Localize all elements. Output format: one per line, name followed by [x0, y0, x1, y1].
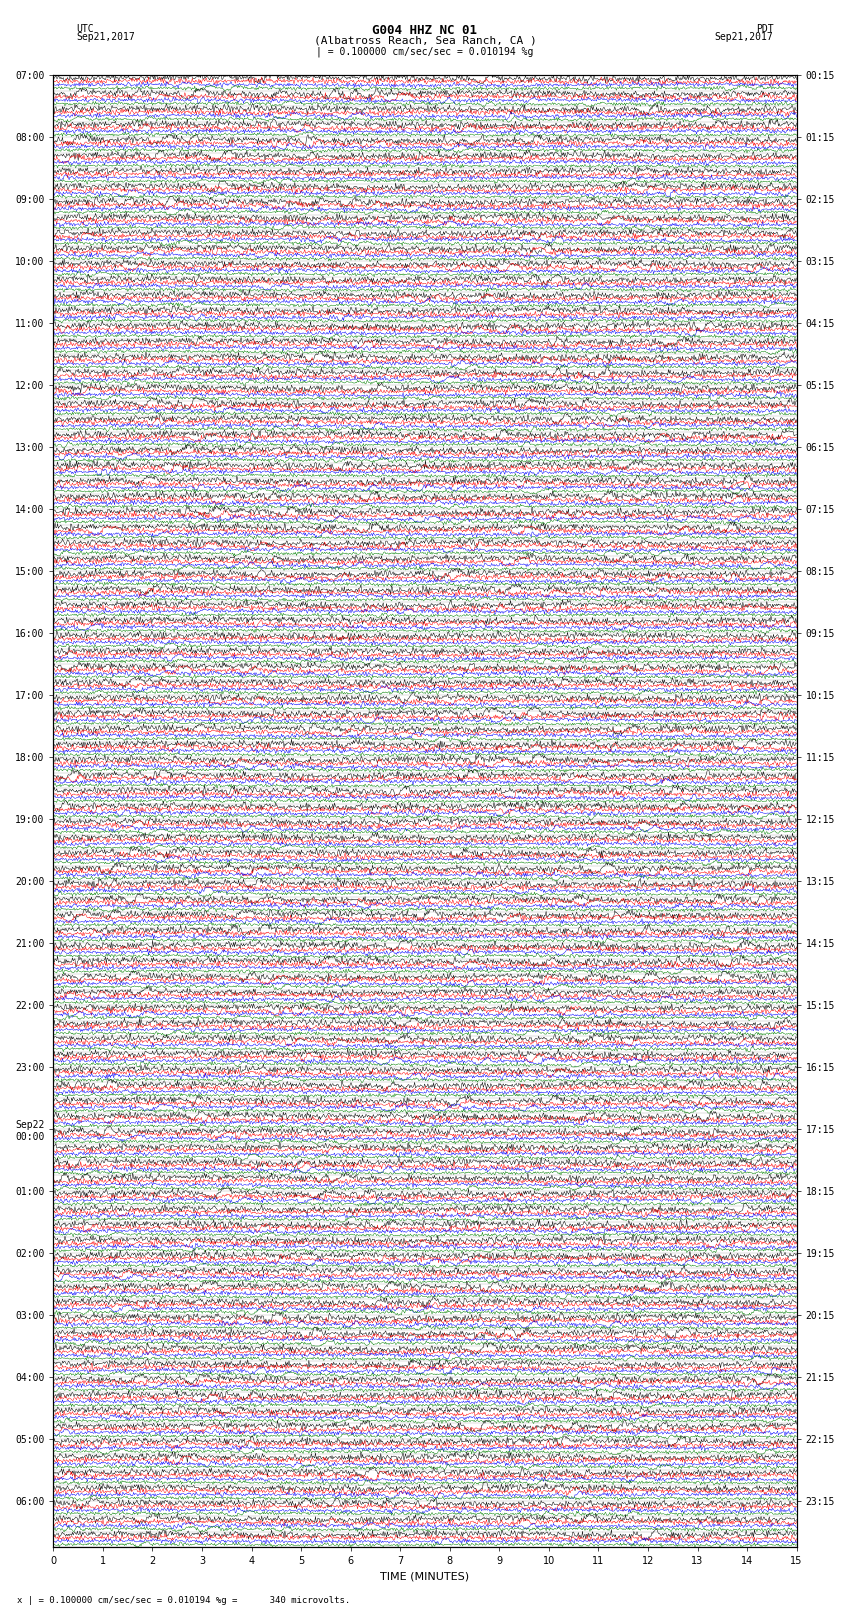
Text: G004 HHZ NC 01: G004 HHZ NC 01: [372, 24, 478, 37]
Text: UTC: UTC: [76, 24, 94, 34]
Text: Sep21,2017: Sep21,2017: [76, 32, 135, 42]
X-axis label: TIME (MINUTES): TIME (MINUTES): [381, 1573, 469, 1582]
Text: x | = 0.100000 cm/sec/sec = 0.010194 %g =      340 microvolts.: x | = 0.100000 cm/sec/sec = 0.010194 %g …: [17, 1595, 350, 1605]
Text: Sep21,2017: Sep21,2017: [715, 32, 774, 42]
Text: PDT: PDT: [756, 24, 774, 34]
Text: (Albatross Reach, Sea Ranch, CA ): (Albatross Reach, Sea Ranch, CA ): [314, 35, 536, 45]
Text: | = 0.100000 cm/sec/sec = 0.010194 %g: | = 0.100000 cm/sec/sec = 0.010194 %g: [316, 47, 534, 58]
